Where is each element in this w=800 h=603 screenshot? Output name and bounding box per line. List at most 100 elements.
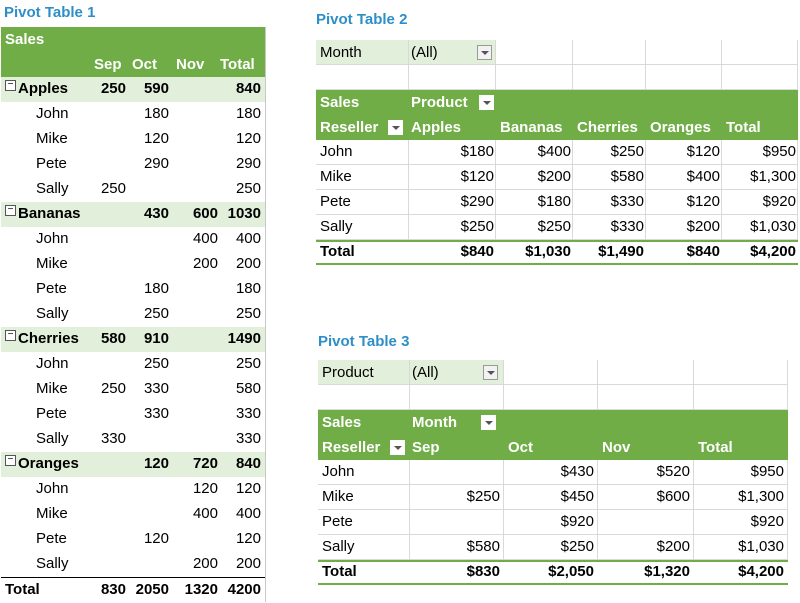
pivot1-row: Sally 250 250 — [1, 302, 265, 327]
grid-cell — [316, 40, 409, 65]
grid-cell — [646, 190, 722, 215]
pivot1-group-value: 600 — [192, 205, 218, 222]
pivot2-total-value: $840 — [686, 243, 720, 260]
pivot3-row-value: $920 — [750, 513, 784, 530]
grid-cell — [318, 510, 410, 535]
pivot1-group-value: 590 — [143, 80, 169, 97]
pivot3-row-name: John — [322, 463, 355, 480]
pivot1-row-value: 250 — [100, 180, 126, 197]
grid-cell — [409, 190, 496, 215]
pivot2-row-value: $330 — [610, 218, 644, 235]
pivot2-row-value: $180 — [460, 143, 494, 160]
pivot1-row-value: 250 — [143, 305, 169, 322]
pivot2-row-name: Mike — [320, 168, 352, 185]
pivot1-row: Sally 250 250 — [1, 177, 265, 202]
pivot1-row-value: 200 — [235, 555, 261, 572]
pivot3-column-field-dropdown[interactable] — [481, 415, 496, 430]
pivot3-row-field-dropdown[interactable] — [390, 440, 405, 455]
grid-cell — [504, 485, 598, 510]
pivot2-filter-value: (All) — [411, 44, 438, 61]
pivot1-row: Mike 200 200 — [1, 252, 265, 277]
pivot3-row-value: $250 — [560, 538, 594, 555]
pivot1-row-value: 330 — [235, 405, 261, 422]
pivot2-total-row — [316, 240, 798, 265]
pivot1-row: Pete 180 180 — [1, 277, 265, 302]
grid-cell — [598, 510, 694, 535]
pivot1-row-value: 290 — [143, 155, 169, 172]
pivot1-row-name: John — [36, 480, 69, 497]
pivot2-column-field-dropdown[interactable] — [479, 95, 494, 110]
pivot3-total-value: $1,320 — [644, 563, 690, 580]
pivot1-row: John 180 180 — [1, 102, 265, 127]
grid-cell — [504, 360, 598, 385]
pivot1-row: Sally 330 330 — [1, 427, 265, 452]
pivot3-row-value: $1,030 — [738, 538, 784, 555]
grid-cell — [410, 535, 504, 560]
pivot3-row-name: Sally — [322, 538, 355, 555]
grid-cell — [573, 65, 646, 90]
pivot1-group-name: Cherries — [18, 330, 79, 347]
pivot1-total-row: Total 830 2050 1320 4200 — [1, 577, 265, 603]
collapse-icon[interactable]: − — [5, 80, 16, 91]
pivot1-col-sep: Sep — [94, 56, 122, 73]
pivot1-group-value: 720 — [192, 455, 218, 472]
pivot2-row-value: $580 — [610, 168, 644, 185]
grid-cell — [496, 165, 573, 190]
pivot3-total-label: Total — [322, 563, 357, 580]
pivot1-group-value: 910 — [143, 330, 169, 347]
grid-cell — [496, 65, 573, 90]
pivot1-row-value: 330 — [143, 405, 169, 422]
pivot1-row-value: 200 — [192, 555, 218, 572]
pivot2-total-value: $840 — [460, 243, 494, 260]
pivot2-row-field-dropdown[interactable] — [388, 120, 403, 135]
pivot3-total-value: $4,200 — [738, 563, 784, 580]
pivot3-total-value: $830 — [466, 563, 500, 580]
grid-cell — [694, 385, 788, 410]
pivot1-row-value: 400 — [235, 505, 261, 522]
pivot2-row-value: $400 — [686, 168, 720, 185]
pivot-table-3: Product (All) Sales Month Reseller Sep Oct Nov T… — [318, 360, 788, 588]
pivot3-row-name: Pete — [322, 513, 353, 530]
pivot3-filter-dropdown[interactable] — [483, 365, 498, 380]
pivot1-row-name: Pete — [36, 530, 67, 547]
pivot2-row-value: $1,300 — [750, 168, 796, 185]
pivot1-row-value: 290 — [235, 155, 261, 172]
grid-cell — [646, 215, 722, 240]
pivot1-row-name: John — [36, 105, 69, 122]
pivot1-group-value: 1030 — [227, 205, 261, 222]
grid-cell — [504, 510, 598, 535]
pivot3-header-sales: Sales — [322, 414, 362, 431]
pivot1-header: Sales Sep Oct Nov Total — [1, 27, 265, 77]
pivot1-row-value: 250 — [235, 305, 261, 322]
pivot-table-3-title: Pivot Table 3 — [318, 333, 410, 350]
pivot1-row: Sally 200 200 — [1, 552, 265, 577]
grid-cell — [573, 140, 646, 165]
pivot2-total-label: Total — [320, 243, 355, 260]
grid-cell — [496, 190, 573, 215]
grid-cell — [694, 510, 788, 535]
pivot1-total-value: 1320 — [184, 581, 218, 598]
grid-cell — [316, 165, 409, 190]
pivot1-row-name: Sally — [36, 430, 69, 447]
pivot1-row: Pete 290 290 — [1, 152, 265, 177]
grid-cell — [694, 535, 788, 560]
pivot1-group-row: − Bananas 430 600 1030 — [1, 202, 265, 227]
pivot2-filter-label: Month — [320, 44, 362, 61]
pivot2-col-header: Oranges — [650, 119, 711, 136]
grid-cell — [410, 385, 504, 410]
collapse-icon[interactable]: − — [5, 205, 16, 216]
pivot2-row-value: $250 — [610, 143, 644, 160]
pivot1-total-value: 4200 — [227, 581, 261, 598]
pivot2-filter-dropdown[interactable] — [477, 45, 492, 60]
pivot1-row-name: Sally — [36, 555, 69, 572]
grid-cell — [598, 535, 694, 560]
pivot1-row-value: 250 — [235, 355, 261, 372]
pivot2-row-value: $920 — [762, 193, 796, 210]
collapse-icon[interactable]: − — [5, 455, 16, 466]
pivot-table-2: Month (All) Sales Product Reseller Apples Bana… — [316, 40, 800, 266]
pivot2-row-value: $200 — [537, 168, 571, 185]
pivot2-row-value: $330 — [610, 193, 644, 210]
grid-cell — [318, 385, 410, 410]
collapse-icon[interactable]: − — [5, 330, 16, 341]
pivot1-group-name: Apples — [18, 80, 69, 97]
